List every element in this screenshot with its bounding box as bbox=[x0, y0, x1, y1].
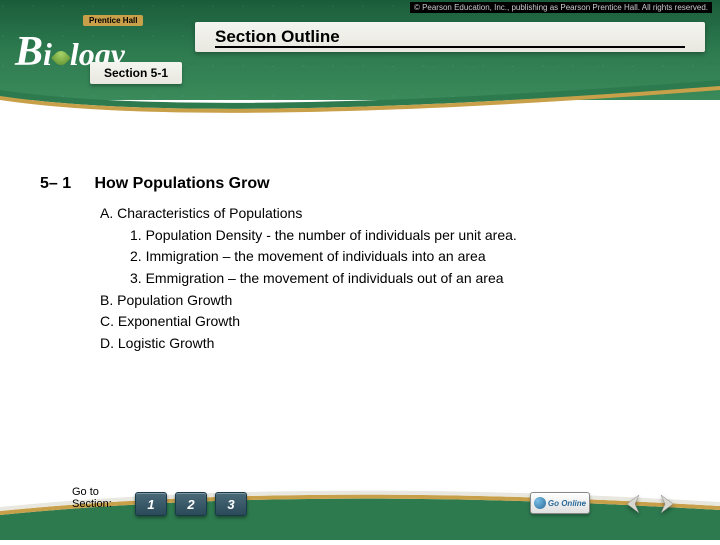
nav-buttons: 1 2 3 bbox=[135, 492, 247, 516]
goto-label: Go to Section: bbox=[72, 486, 112, 510]
title-underline bbox=[215, 46, 685, 48]
outline-item-b: B. Population Growth bbox=[100, 290, 690, 312]
section-title: How Populations Grow bbox=[94, 175, 269, 193]
outline-list: A. Characteristics of Populations 1. Pop… bbox=[100, 203, 690, 355]
go-online-button[interactable]: Go Online bbox=[530, 492, 590, 514]
nav-arrows bbox=[620, 490, 680, 518]
nav-button-1[interactable]: 1 bbox=[135, 492, 167, 516]
outline-item-d: D. Logistic Growth bbox=[100, 333, 690, 355]
section-number: 5– 1 bbox=[40, 175, 90, 193]
goto-line1: Go to bbox=[72, 486, 112, 498]
logo-brand-top: Prentice Hall bbox=[83, 15, 143, 26]
copyright-text: © Pearson Education, Inc., publishing as… bbox=[410, 2, 712, 13]
leaf-icon bbox=[51, 48, 71, 68]
outline-item-c: C. Exponential Growth bbox=[100, 311, 690, 333]
header-swoosh bbox=[0, 70, 720, 130]
goto-line2: Section: bbox=[72, 498, 112, 510]
content-area: 5– 1 How Populations Grow A. Characteris… bbox=[40, 175, 690, 355]
outline-item-a2: 2. Immigration – the movement of individ… bbox=[130, 246, 690, 268]
page-title: Section Outline bbox=[215, 27, 340, 47]
nav-button-3[interactable]: 3 bbox=[215, 492, 247, 516]
nav-button-2[interactable]: 2 bbox=[175, 492, 207, 516]
next-arrow-button[interactable] bbox=[652, 490, 680, 518]
outline-item-a: A. Characteristics of Populations bbox=[100, 203, 690, 225]
go-online-label: Go Online bbox=[548, 499, 586, 508]
outline-item-a1: 1. Population Density - the number of in… bbox=[130, 225, 690, 247]
prev-arrow-button[interactable] bbox=[620, 490, 648, 518]
globe-icon bbox=[534, 497, 546, 509]
title-banner: Section Outline bbox=[195, 22, 705, 52]
footer: Go to Section: 1 2 3 Go Online bbox=[0, 470, 720, 540]
outline-item-a3: 3. Emmigration – the movement of individ… bbox=[130, 268, 690, 290]
